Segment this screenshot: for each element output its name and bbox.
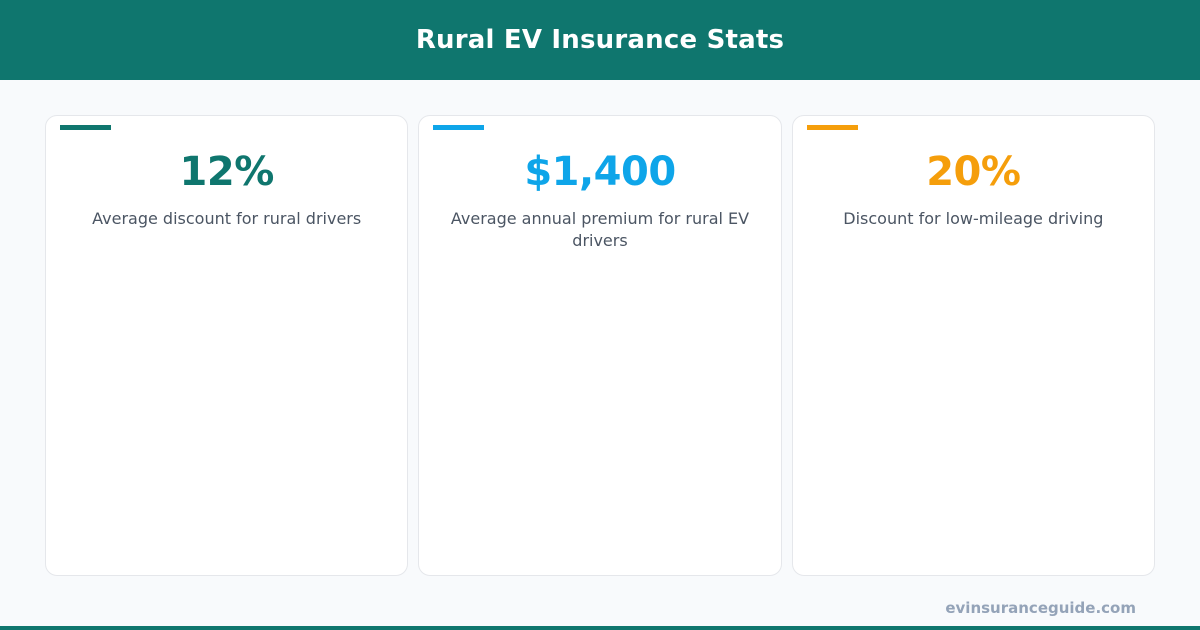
stat-value: 20% — [926, 149, 1021, 195]
stat-value: 12% — [179, 149, 275, 195]
accent-bar — [60, 125, 111, 130]
stat-value: $1,400 — [524, 149, 676, 195]
stat-card-rural-discount: 12% Average discount for rural drivers — [45, 115, 409, 576]
stat-cards: 12% Average discount for rural drivers $… — [45, 115, 1155, 576]
stat-card-low-mileage-discount: 20% Discount for low-mileage driving — [791, 115, 1155, 576]
stat-card-annual-premium: $1,400 Average annual premium for rural … — [418, 115, 782, 576]
stat-label: Average discount for rural drivers — [92, 209, 362, 228]
stat-label: Average annual premium for rural EV driv… — [450, 209, 750, 250]
header-banner: Rural EV Insurance Stats — [0, 0, 1200, 80]
stat-label: Discount for low-mileage driving — [843, 209, 1104, 228]
page-title: Rural EV Insurance Stats — [415, 25, 785, 55]
footer-site-name: evinsuranceguide.com — [945, 599, 1136, 617]
accent-bar — [433, 125, 485, 130]
accent-bar — [806, 125, 858, 130]
footer-divider — [0, 626, 1200, 630]
